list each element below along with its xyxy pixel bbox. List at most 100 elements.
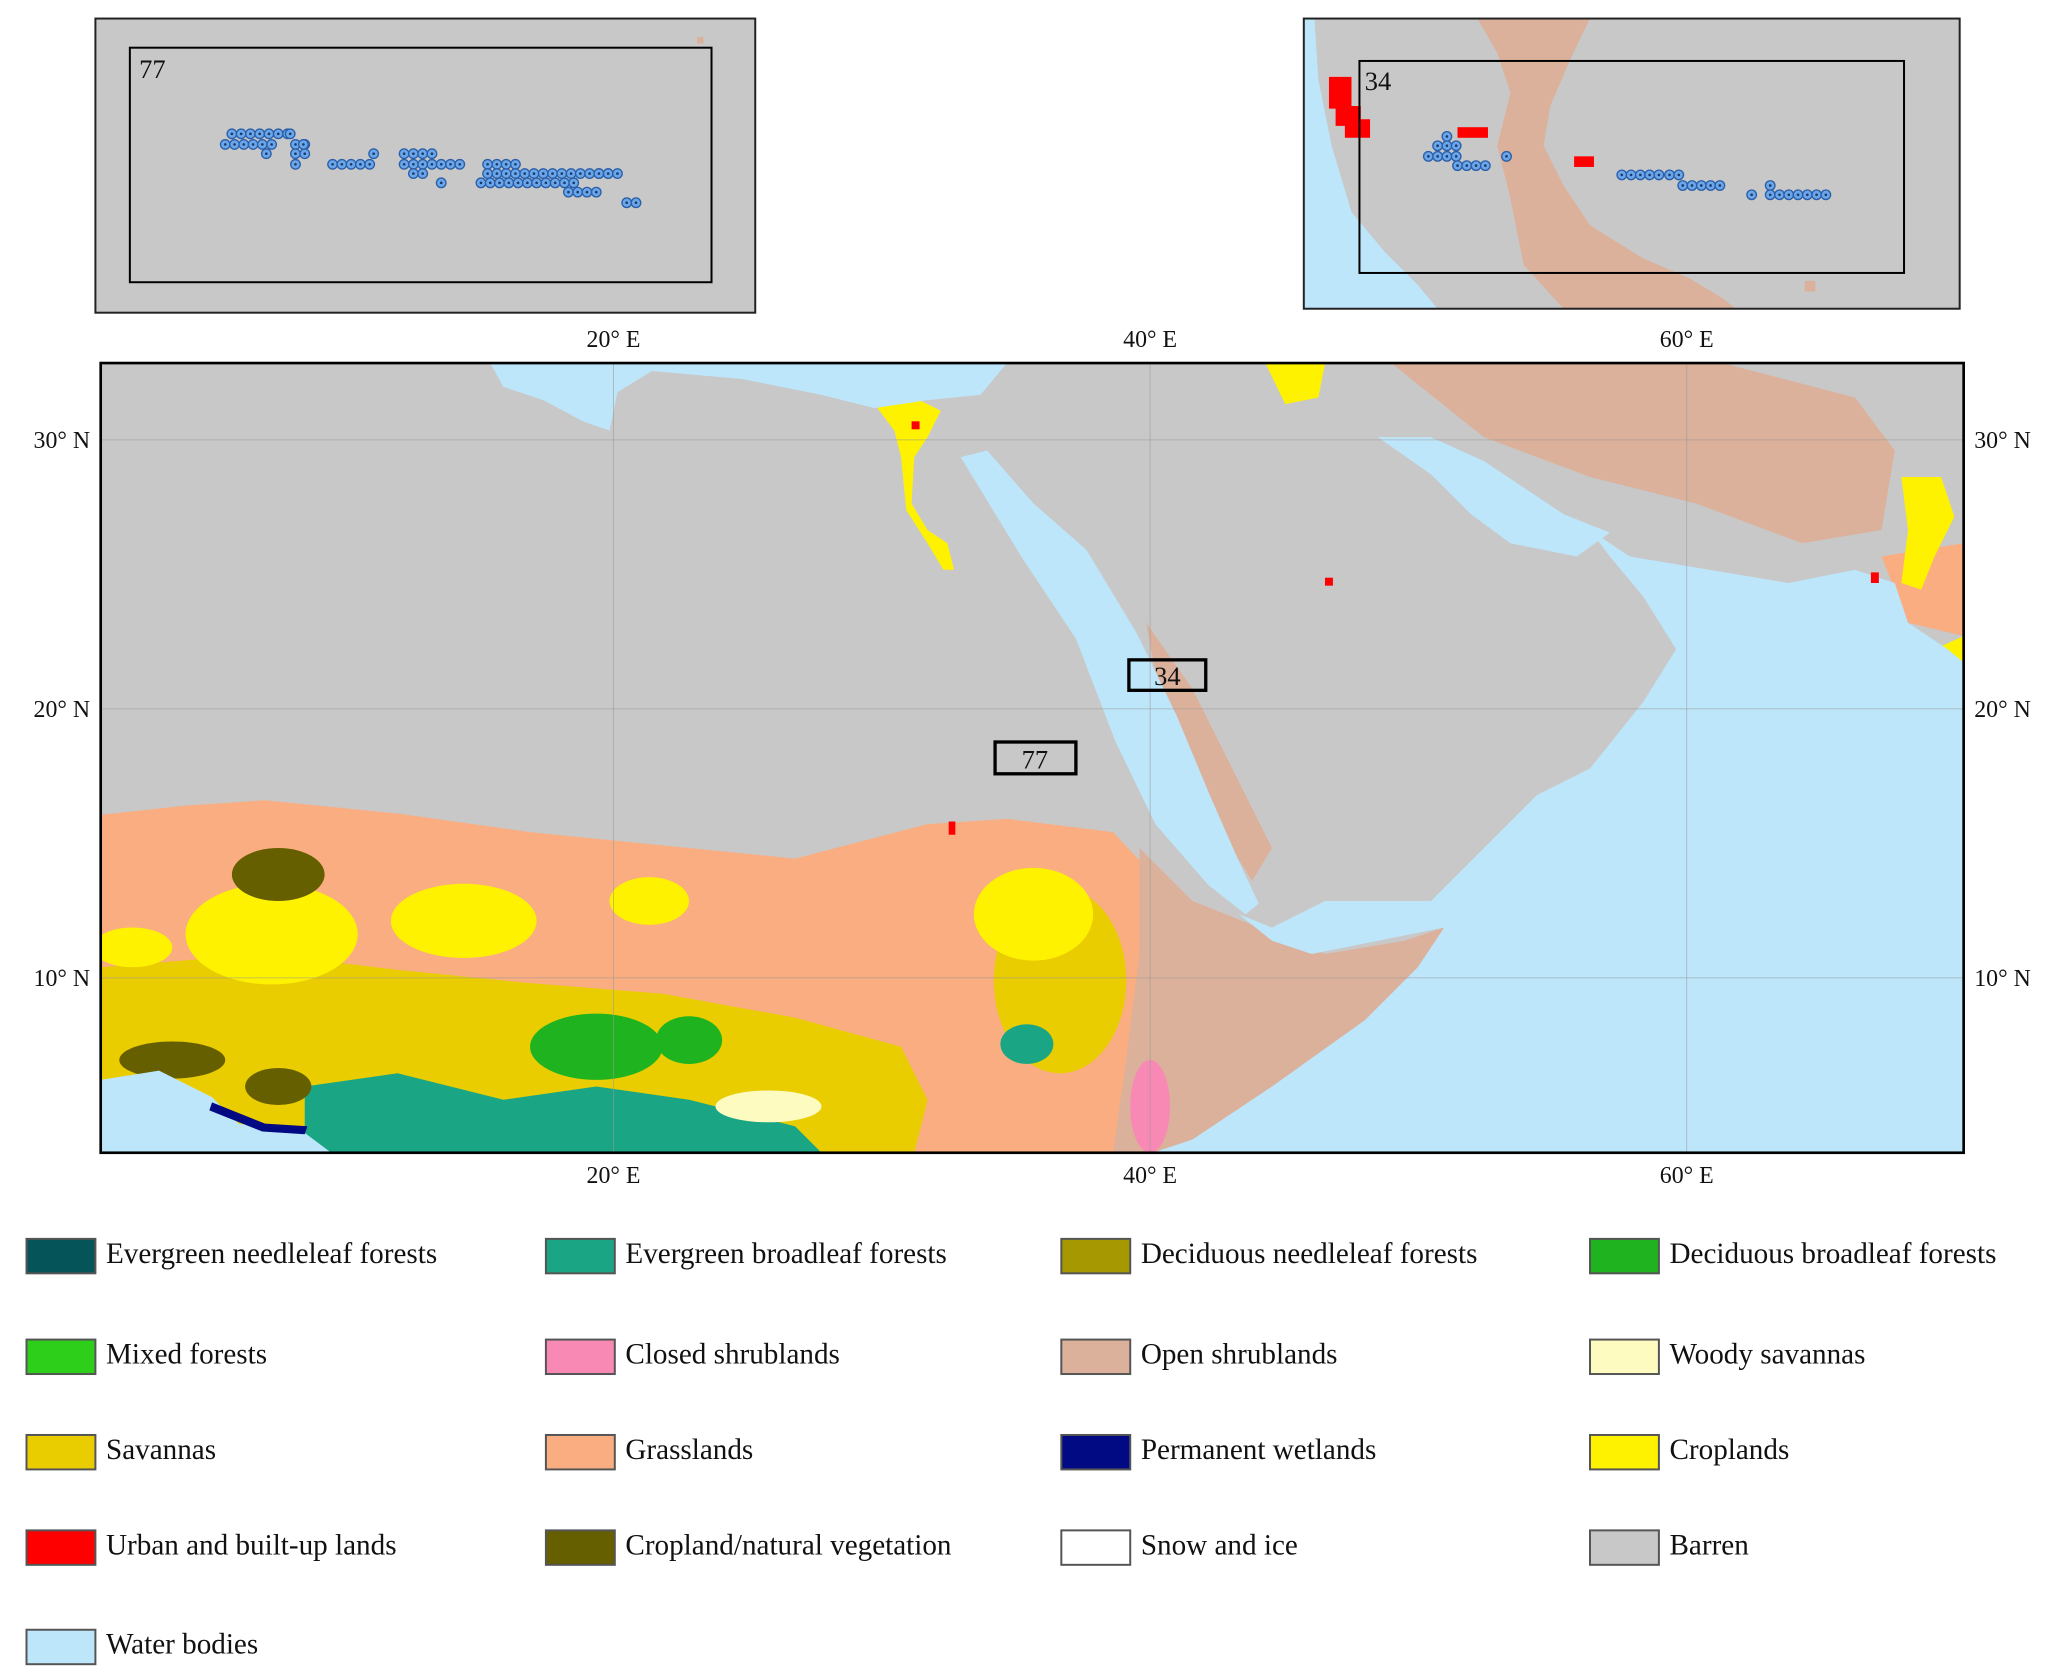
water — [100, 363, 1008, 431]
site-center — [294, 152, 297, 156]
site-center — [270, 143, 273, 146]
legend-label: Deciduous needleleaf forests — [1141, 1238, 1478, 1270]
urban — [1325, 577, 1333, 586]
site-center — [495, 162, 499, 166]
legend-swatch — [1589, 1433, 1660, 1471]
site-center — [1445, 144, 1449, 148]
site-center — [616, 172, 619, 175]
site-center — [1668, 173, 1671, 177]
site-center — [1454, 144, 1458, 148]
lon-label: 60° E — [1660, 327, 1714, 353]
urban — [1457, 127, 1488, 138]
site-center — [239, 132, 243, 136]
site-center — [507, 181, 511, 185]
legend-swatch — [25, 1628, 97, 1666]
croplands — [1901, 477, 1955, 590]
site-center — [1648, 173, 1651, 177]
lat-label: 20° N — [1974, 697, 2031, 723]
inset-label: 77 — [139, 54, 166, 84]
site-center — [1805, 193, 1809, 197]
site-center — [563, 181, 566, 185]
site-center — [1436, 144, 1439, 148]
site-center — [553, 181, 557, 185]
lat-label: 30° N — [34, 428, 91, 454]
legend-swatch — [1589, 1529, 1660, 1566]
legend-label: Mixed forests — [106, 1338, 267, 1370]
site-center — [412, 152, 415, 156]
legend: Evergreen needleleaf forests Evergreen br… — [25, 1237, 1996, 1666]
legend-swatch — [1060, 1338, 1132, 1376]
site-center — [1787, 193, 1791, 197]
site-center — [479, 181, 483, 185]
lon-label: 20° E — [587, 1163, 641, 1189]
site-center — [567, 190, 570, 194]
legend-label: Deciduous broadleaf forests — [1669, 1238, 1996, 1270]
legend-swatch — [1060, 1529, 1132, 1566]
site-center — [551, 172, 554, 175]
legend-swatch — [544, 1237, 616, 1275]
water — [1378, 437, 1610, 557]
site-center — [569, 172, 573, 175]
site-center — [439, 162, 443, 166]
croplands — [874, 397, 955, 570]
site-center — [514, 172, 517, 175]
site-center — [303, 152, 307, 156]
urban — [948, 821, 956, 835]
site-center — [230, 132, 234, 136]
site-center — [258, 132, 262, 136]
croplands — [100, 927, 173, 968]
site-center — [1681, 184, 1685, 187]
legend-label: Permanent wetlands — [1141, 1434, 1377, 1466]
site-center — [588, 172, 591, 175]
site-center — [516, 181, 520, 185]
site-center — [1454, 155, 1458, 158]
site-center — [402, 152, 406, 156]
lat-label: 30° N — [1974, 428, 2031, 454]
urban — [911, 421, 920, 430]
axis-labels: 20° E 20° E 40° E 40° E 60° E 60° E 30° N 30° N… — [34, 327, 2031, 1189]
croplands — [973, 867, 1094, 961]
legend-swatch — [25, 1433, 97, 1471]
legend-label: Closed shrublands — [625, 1338, 840, 1370]
deciduous-broadleaf — [655, 1016, 723, 1064]
site-center — [302, 143, 305, 146]
site-center — [634, 201, 638, 205]
site-center — [1427, 155, 1430, 158]
lon-label: 40° E — [1123, 1163, 1177, 1189]
lat-label: 20° N — [34, 697, 91, 723]
legend-label: Woody savannas — [1669, 1338, 1865, 1370]
site-box-label: 34 — [1154, 661, 1181, 691]
sites — [1422, 131, 1832, 201]
site-center — [1768, 193, 1772, 197]
site-center — [267, 132, 271, 136]
sites — [219, 128, 642, 209]
inset-box — [1358, 59, 1906, 274]
barren — [100, 363, 493, 377]
legend-swatch — [25, 1237, 97, 1275]
woody-savannas — [715, 1090, 822, 1123]
site-center — [331, 162, 334, 166]
site-center — [430, 162, 434, 166]
site-center — [488, 181, 492, 185]
site-center — [1657, 173, 1661, 177]
map-frame — [99, 361, 1965, 1155]
site-center — [412, 172, 415, 175]
site-center — [597, 172, 601, 175]
site-center — [486, 162, 489, 166]
site-center — [288, 132, 292, 136]
site-center — [249, 132, 252, 136]
site-center — [1505, 155, 1508, 158]
grasslands — [1881, 543, 1964, 636]
site-center — [421, 162, 424, 166]
site-center — [1445, 135, 1449, 138]
site-center — [560, 172, 564, 175]
water — [1303, 18, 1438, 309]
site-center — [449, 162, 452, 166]
legend-label: Barren — [1669, 1529, 1749, 1561]
site-center — [430, 152, 434, 156]
inset-map — [1303, 18, 1960, 309]
site-box — [993, 740, 1078, 776]
site-center — [1629, 173, 1633, 177]
site-center — [233, 143, 236, 146]
site-center — [572, 181, 576, 185]
